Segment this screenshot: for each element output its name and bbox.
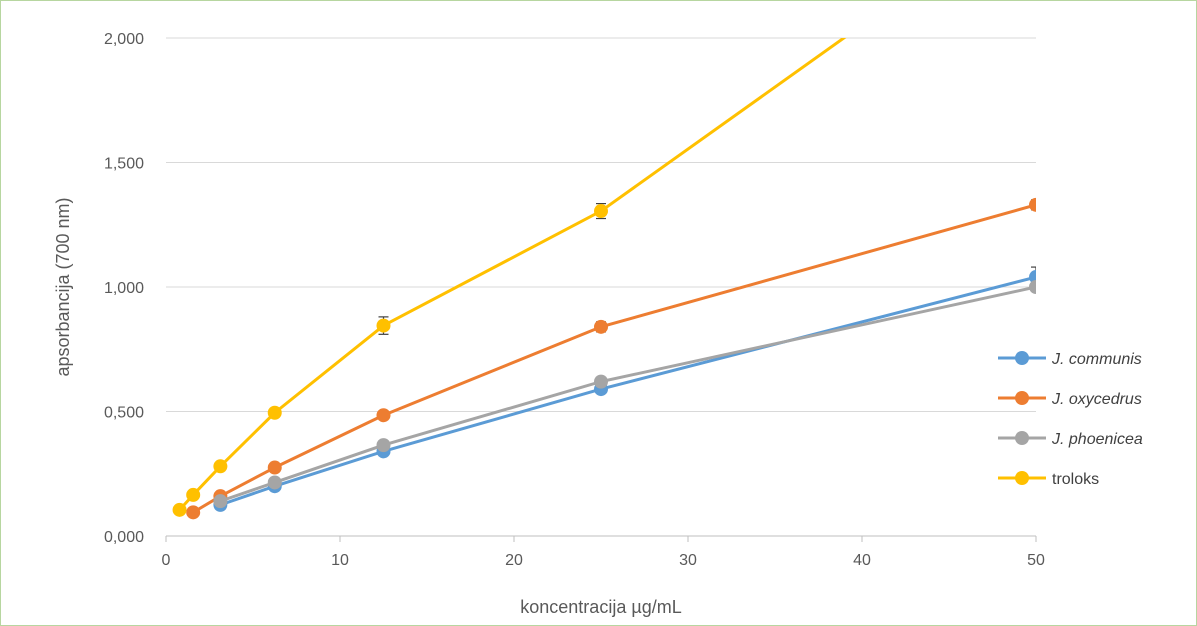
legend-swatch-marker xyxy=(1015,391,1029,405)
data-point xyxy=(594,204,608,219)
data-point xyxy=(267,405,282,420)
data-point xyxy=(376,408,391,423)
y-tick-label: 2,000 xyxy=(104,31,144,48)
y-axis-title: apsorbancija (700 nm) xyxy=(53,197,73,376)
data-point xyxy=(594,319,608,334)
y-tick-label: 0,500 xyxy=(104,405,144,422)
series-j-communis xyxy=(213,266,1036,512)
legend-label: J. oxycedrus xyxy=(1051,391,1142,408)
x-axis-title: koncentracija µg/mL xyxy=(520,597,681,617)
x-tick-label: 50 xyxy=(1027,552,1045,569)
series-j-oxycedrus xyxy=(186,197,1036,520)
data-point xyxy=(186,487,201,502)
series-line xyxy=(178,38,847,511)
legend-swatch-marker xyxy=(1015,351,1029,365)
legend-item-j-phoenicea: J. phoenicea xyxy=(998,431,1143,448)
tick-labels: 0,000 0,500 1,000 1,500 2,000 0 10 20 30 40 50 xyxy=(104,31,1045,569)
legend-item-troloks: troloks xyxy=(998,471,1099,488)
data-point xyxy=(1029,197,1036,212)
series-troloks xyxy=(172,38,847,517)
data-point xyxy=(267,475,282,490)
data-point xyxy=(1029,280,1036,294)
series-j-phoenicea xyxy=(213,280,1036,509)
data-point xyxy=(267,460,282,475)
legend-item-j-communis: J. communis xyxy=(998,351,1142,368)
axes xyxy=(165,535,1037,542)
x-tick-label: 0 xyxy=(162,552,171,569)
legend-label: troloks xyxy=(1052,471,1099,488)
x-tick-label: 20 xyxy=(505,552,523,569)
y-tick-label: 0,000 xyxy=(104,529,144,546)
legend-label: J. communis xyxy=(1051,351,1142,368)
series-line xyxy=(219,275,1036,507)
legend-label: J. phoenicea xyxy=(1051,431,1143,448)
data-point xyxy=(376,318,391,333)
data-point xyxy=(213,459,228,474)
data-point xyxy=(186,505,201,520)
data-point xyxy=(213,494,228,509)
y-tick-label: 1,000 xyxy=(104,280,144,297)
legend-item-j-oxycedrus: J. oxycedrus xyxy=(998,391,1142,408)
x-tick-label: 30 xyxy=(679,552,697,569)
legend-swatch-marker xyxy=(1015,471,1029,485)
x-tick-label: 10 xyxy=(331,552,349,569)
gridlines xyxy=(166,37,1036,412)
legend: J. communis J. oxycedrus J. phoenicea trolo… xyxy=(998,351,1143,488)
y-tick-label: 1,500 xyxy=(104,156,144,173)
legend-swatch-marker xyxy=(1015,431,1029,445)
x-tick-label: 40 xyxy=(853,552,871,569)
data-point xyxy=(172,502,187,517)
data-point xyxy=(376,438,391,453)
series-group xyxy=(172,38,1036,520)
data-point xyxy=(594,374,608,389)
